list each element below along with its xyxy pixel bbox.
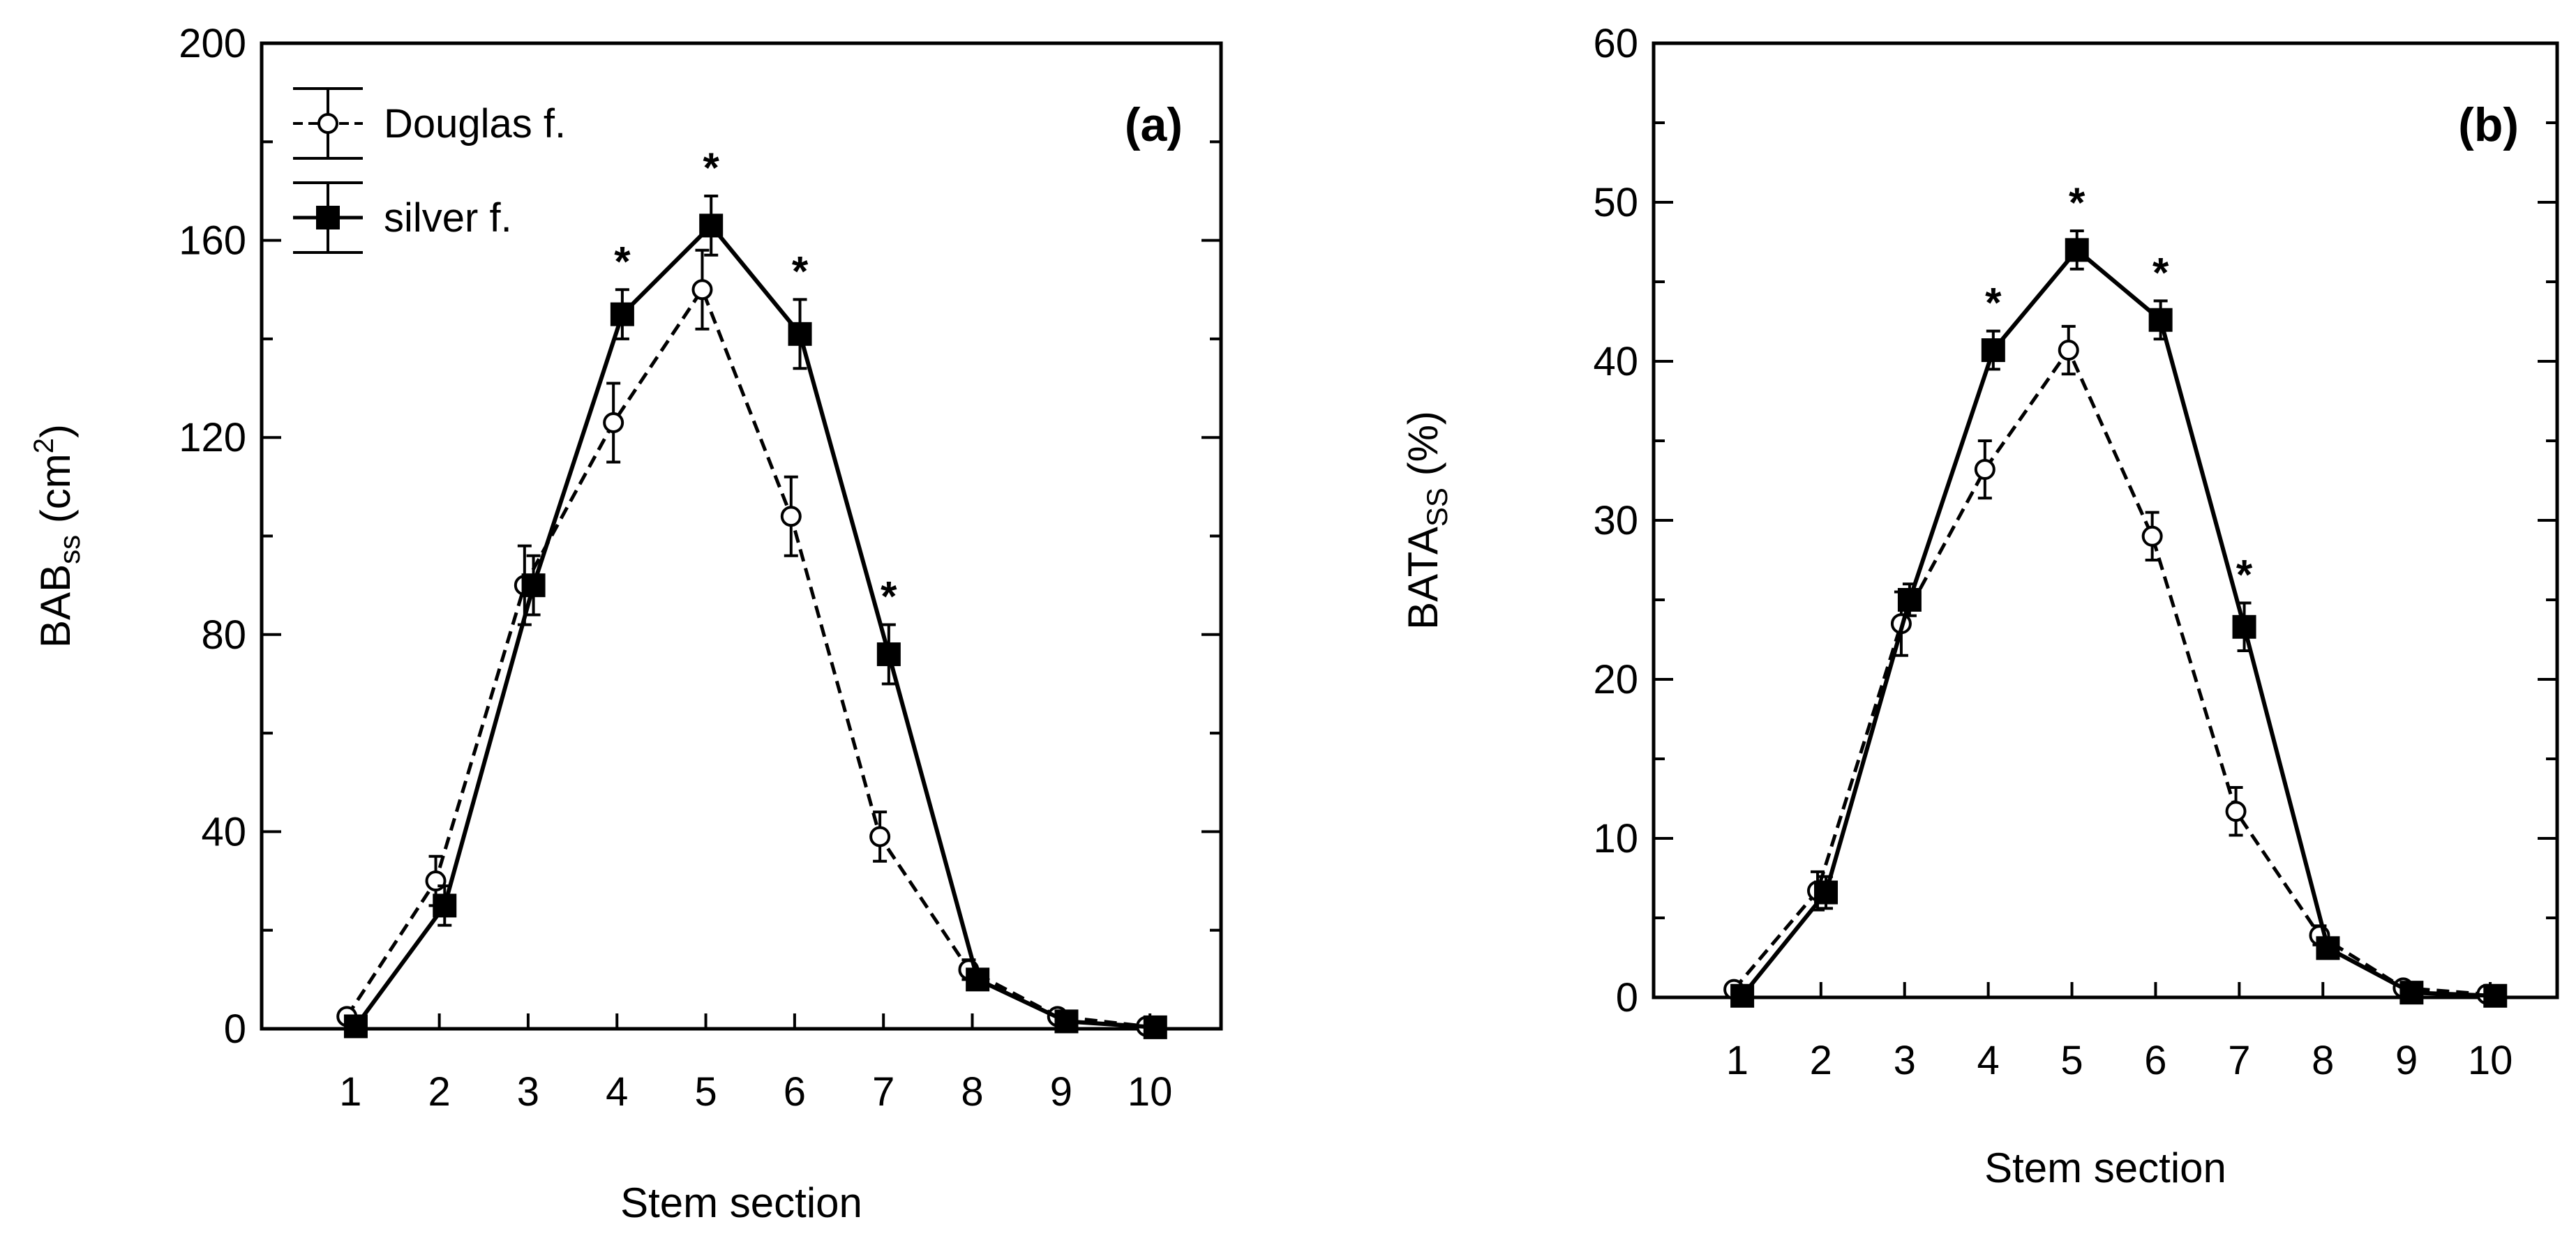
y-tick-label: 0 [224, 1006, 246, 1052]
data-point-douglas [869, 826, 891, 847]
y-axis-title-main: BAB [32, 564, 79, 648]
data-point-silver [699, 213, 724, 238]
series-line-douglas [345, 285, 1147, 1028]
y-tick-label: 80 [201, 612, 246, 658]
series-line-douglas [1732, 347, 2487, 996]
legend-marker-douglas [317, 113, 338, 134]
series-line-silver [354, 222, 1155, 1029]
data-point-silver [1897, 588, 1922, 612]
y-tick-label: 50 [1593, 180, 1638, 225]
x-tick-label: 9 [2395, 1038, 2418, 1083]
legend-marker-silver [316, 206, 340, 229]
data-point-douglas [425, 870, 447, 892]
data-point-silver [2232, 614, 2256, 639]
data-point-douglas [603, 412, 624, 434]
legend-label-silver: silver f. [384, 195, 512, 241]
data-point-silver [788, 322, 812, 346]
x-tick-label: 2 [428, 1069, 450, 1115]
data-point-silver [610, 302, 634, 326]
data-point-silver [433, 893, 457, 918]
data-point-silver [2148, 308, 2173, 332]
y-tick-label: 0 [1616, 975, 1638, 1020]
x-tick-label: 5 [2060, 1038, 2083, 1083]
x-tick-label: 3 [517, 1069, 539, 1115]
data-point-douglas [2141, 525, 2163, 547]
x-tick-label: 4 [1977, 1038, 1999, 1083]
plot-frame [1652, 41, 2559, 999]
y-tick-label: 200 [179, 21, 246, 66]
data-point-silver [1814, 880, 1839, 905]
x-tick-label: 10 [1128, 1069, 1173, 1115]
significance-marker: * [2236, 552, 2253, 598]
x-tick-label: 8 [961, 1069, 983, 1115]
panel-label: (a) [1125, 98, 1183, 151]
y-tick-label: 60 [1593, 21, 1638, 66]
y-tick-label: 40 [201, 809, 246, 854]
x-tick-label: 6 [2144, 1038, 2166, 1083]
significance-marker: * [792, 248, 809, 294]
data-point-silver [876, 642, 901, 667]
x-axis-title: Stem section [1984, 1145, 2226, 1191]
chart-panel-a: 0 40 80 120 160 200 1 2 3 4 5 6 7 8 9 10 Stem section BAB… [29, 21, 1223, 1226]
y-tick-label: 10 [1593, 816, 1638, 861]
y-axis-title-unit: (cm [32, 453, 79, 535]
significance-marker: * [2069, 179, 2085, 226]
significance-marker: * [1985, 280, 2002, 326]
data-point-silver [2483, 983, 2508, 1008]
data-point-silver [1981, 338, 2005, 363]
x-tick-label: 6 [784, 1069, 806, 1115]
x-tick-label: 10 [2468, 1038, 2513, 1083]
significance-marker: * [881, 573, 897, 620]
y-tick-label: 20 [1593, 657, 1638, 702]
data-point-douglas [691, 279, 713, 301]
x-tick-label: 3 [1894, 1038, 1916, 1083]
x-tick-label: 8 [2312, 1038, 2334, 1083]
data-point-silver [2399, 981, 2424, 1005]
y-axis-title-unit-close: ) [32, 424, 79, 438]
data-point-silver [1054, 1009, 1079, 1034]
y-axis-title: BABss (cm2) [29, 424, 86, 648]
legend-label-douglas: Douglas f. [384, 101, 566, 146]
x-tick-label: 4 [606, 1069, 628, 1115]
y-tick-label: 160 [179, 218, 246, 264]
y-axis-title-superscript: 2 [29, 438, 59, 453]
y-axis-title-subscript: SS [1421, 488, 1453, 527]
x-tick-label: 1 [1726, 1038, 1748, 1083]
data-point-silver [343, 1014, 368, 1039]
data-point-silver [2316, 936, 2340, 960]
data-point-silver [521, 573, 546, 598]
data-point-silver [1730, 983, 1755, 1008]
series-line-silver [1740, 247, 2496, 998]
x-tick-label: 7 [872, 1069, 894, 1115]
x-tick-label: 5 [694, 1069, 717, 1115]
significance-marker: * [2152, 249, 2169, 296]
x-tick-label: 9 [1050, 1069, 1072, 1115]
y-tick-label: 40 [1593, 339, 1638, 384]
data-point-douglas [1974, 459, 1995, 481]
significance-marker: * [703, 144, 720, 191]
data-point-douglas [2058, 340, 2079, 361]
chart-panel-b: 0 10 20 30 40 50 60 1 2 3 4 5 6 7 8 9 10 Stem section BATA… [1400, 21, 2559, 1191]
x-axis-title: Stem section [620, 1179, 862, 1226]
x-tick-label: 7 [2228, 1038, 2250, 1083]
y-axis-title: BATASS (%) [1400, 411, 1453, 630]
data-point-silver [1143, 1015, 1167, 1039]
y-axis-title-main: BATA [1400, 527, 1446, 630]
significance-marker: * [614, 238, 631, 285]
panel-label: (b) [2458, 98, 2519, 151]
y-tick-label: 30 [1593, 498, 1638, 543]
data-point-silver [966, 967, 990, 992]
data-point-douglas [2225, 801, 2247, 822]
data-point-silver [2065, 238, 2089, 262]
plot-frame [260, 41, 1223, 1031]
x-tick-label: 1 [339, 1069, 361, 1115]
x-tick-label: 2 [1810, 1038, 1832, 1083]
y-axis-title-unit: (%) [1400, 411, 1446, 488]
data-point-douglas [780, 506, 802, 527]
y-tick-label: 120 [179, 415, 246, 460]
y-axis-title-subscript: ss [53, 535, 86, 564]
